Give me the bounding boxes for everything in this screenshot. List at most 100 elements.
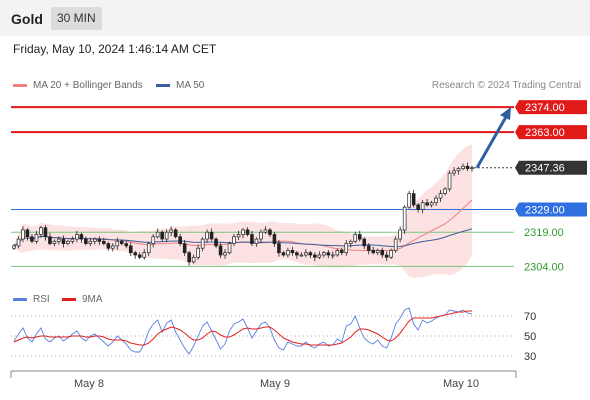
rsi-level-label-2: 30: [524, 351, 536, 363]
candle-body-78: [362, 238, 367, 247]
candle-body-42: [200, 238, 205, 249]
candle-body-38: [182, 243, 187, 254]
candle-body-77: [357, 234, 362, 240]
candle-body-102: [470, 167, 474, 170]
candle-body-10: [57, 238, 61, 242]
candle-body-69: [322, 252, 326, 256]
candle-body-0: [12, 245, 16, 249]
candle-body-95: [438, 193, 443, 199]
candle-body-59: [277, 243, 281, 254]
legend-ma50-label: MA 50: [176, 80, 205, 91]
candle-body-54: [254, 238, 259, 244]
candle-body-66: [308, 252, 313, 256]
candle-body-71: [331, 254, 335, 257]
forecast-arrow-head: [500, 107, 511, 121]
candle-body-76: [353, 234, 358, 242]
candle-body-18: [93, 238, 97, 242]
candle-body-46: [218, 245, 223, 256]
level-label-1: 2363.00: [525, 127, 565, 139]
candle-body-39: [187, 252, 191, 263]
candle-body-91: [420, 202, 425, 210]
candle-body-87: [402, 206, 407, 231]
level-tag-3: [515, 202, 587, 217]
timeframe-button[interactable]: 30 MIN: [51, 7, 102, 30]
legend-9ma-label: 9MA: [82, 294, 103, 305]
candle-body-15: [79, 234, 84, 240]
candle-body-86: [398, 229, 402, 240]
candle-body-9: [52, 240, 57, 244]
candle-body-14: [75, 234, 79, 240]
level-label-3: 2329.00: [525, 204, 565, 216]
candle-body-19: [97, 238, 102, 242]
candle-body-62: [290, 250, 295, 254]
legend-ma50-swatch: [156, 83, 170, 87]
candle-body-92: [425, 202, 429, 206]
datetime-label: Friday, May 10, 2024 1:46:14 AM CET: [13, 42, 217, 56]
candle-body-25: [124, 243, 129, 247]
candle-body-88: [407, 193, 411, 208]
candle-body-43: [205, 231, 209, 240]
candle-body-17: [88, 240, 93, 244]
candle-body-53: [250, 234, 254, 244]
candle-body-93: [429, 202, 434, 206]
legend-rsi-label: RSI: [33, 294, 50, 305]
legend-ma20: MA 20 + Bollinger Bands: [13, 80, 143, 91]
level-label-5: 2304.00: [524, 261, 564, 273]
candle-body-16: [84, 238, 88, 244]
candle-body-35: [169, 229, 173, 233]
candle-body-61: [286, 250, 290, 256]
candle-body-41: [196, 247, 200, 258]
candle-body-36: [173, 229, 178, 238]
candle-body-70: [326, 252, 331, 256]
candle-body-28: [137, 254, 142, 258]
candle-body-7: [43, 227, 48, 238]
candle-body-40: [191, 256, 196, 263]
rsi-level-label-0: 70: [524, 311, 536, 323]
legend-rsi-swatch: [13, 297, 27, 301]
candle-body-33: [160, 231, 164, 240]
candle-body-73: [339, 250, 344, 254]
candle-body-51: [241, 229, 245, 235]
forecast-arrow-shaft: [475, 114, 509, 169]
candle-body-47: [223, 252, 227, 256]
legend-ma50: MA 50: [156, 80, 204, 91]
level-label-0: 2374.00: [525, 102, 565, 114]
candle-body-30: [146, 243, 151, 254]
candle-body-101: [465, 165, 470, 169]
candle-body-49: [232, 236, 236, 244]
candle-body-64: [299, 254, 304, 257]
candle-body-82: [380, 250, 385, 256]
rsi-line: [13, 307, 473, 355]
candle-body-13: [70, 238, 75, 242]
legend-rsi: RSI: [13, 294, 50, 305]
candle-body-44: [209, 231, 214, 240]
candle-body-83: [384, 254, 389, 258]
x-tick-label-1: May 9: [260, 378, 290, 390]
candle-body-90: [416, 204, 420, 210]
level-label-4: 2319.00: [524, 227, 564, 239]
candle-body-79: [366, 245, 371, 251]
candle-body-2: [21, 229, 25, 240]
x-tick-label-0: May 8: [74, 378, 104, 390]
candle-body-72: [335, 250, 340, 256]
candle-body-96: [443, 188, 447, 194]
candle-body-48: [227, 243, 232, 254]
candle-body-22: [110, 245, 115, 249]
candle-body-94: [434, 197, 438, 204]
candle-body-50: [236, 234, 241, 238]
candle-body-12: [66, 240, 70, 244]
candle-body-3: [25, 229, 30, 238]
candle-body-63: [295, 252, 299, 256]
candle-body-23: [115, 240, 120, 247]
candle-body-27: [133, 252, 138, 256]
copyright-label: Research © 2024 Trading Central: [431, 80, 581, 91]
candle-body-52: [245, 229, 250, 235]
candle-body-45: [214, 238, 218, 247]
candle-body-24: [119, 240, 124, 244]
candle-body-11: [61, 238, 66, 244]
bollinger-band-area: [14, 144, 472, 278]
candle-body-57: [268, 229, 272, 235]
candle-body-58: [272, 234, 277, 244]
candle-body-100: [461, 165, 465, 169]
